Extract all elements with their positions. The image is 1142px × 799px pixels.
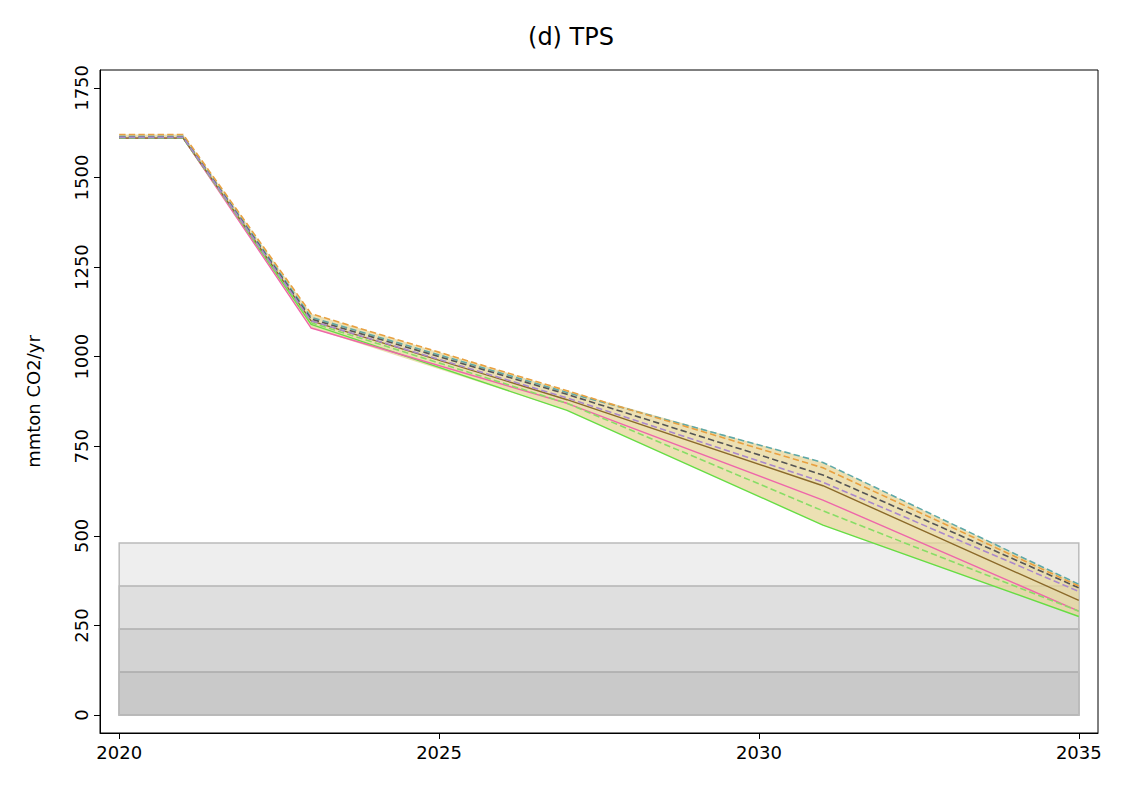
- svg-text:1250: 1250: [71, 244, 92, 290]
- svg-text:(d) TPS: (d) TPS: [528, 23, 614, 51]
- svg-text:2020: 2020: [96, 742, 142, 763]
- svg-text:0: 0: [71, 709, 92, 720]
- svg-text:750: 750: [71, 429, 92, 463]
- svg-text:1000: 1000: [71, 334, 92, 380]
- svg-text:2025: 2025: [416, 742, 462, 763]
- svg-text:2030: 2030: [736, 742, 782, 763]
- svg-text:2035: 2035: [1056, 742, 1102, 763]
- svg-text:250: 250: [71, 608, 92, 642]
- svg-text:500: 500: [71, 519, 92, 553]
- svg-text:1500: 1500: [71, 155, 92, 201]
- svg-text:1750: 1750: [71, 65, 92, 111]
- svg-text:mmton CO2/yr: mmton CO2/yr: [23, 335, 44, 468]
